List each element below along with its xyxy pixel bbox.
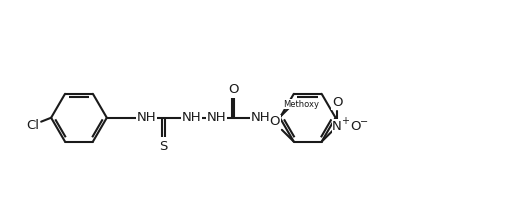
Text: S: S bbox=[159, 140, 167, 153]
Text: O: O bbox=[349, 120, 359, 133]
Text: −: − bbox=[359, 117, 367, 127]
Text: O: O bbox=[331, 96, 342, 109]
Text: NH: NH bbox=[206, 111, 225, 124]
Text: O: O bbox=[228, 83, 238, 96]
Text: +: + bbox=[341, 116, 348, 126]
Text: NH: NH bbox=[136, 111, 156, 124]
Text: O: O bbox=[269, 115, 279, 129]
Text: Cl: Cl bbox=[26, 119, 40, 132]
Text: NH: NH bbox=[250, 111, 270, 124]
Text: N: N bbox=[331, 120, 342, 133]
Text: Methoxy: Methoxy bbox=[282, 100, 318, 109]
Text: NH: NH bbox=[181, 111, 201, 124]
